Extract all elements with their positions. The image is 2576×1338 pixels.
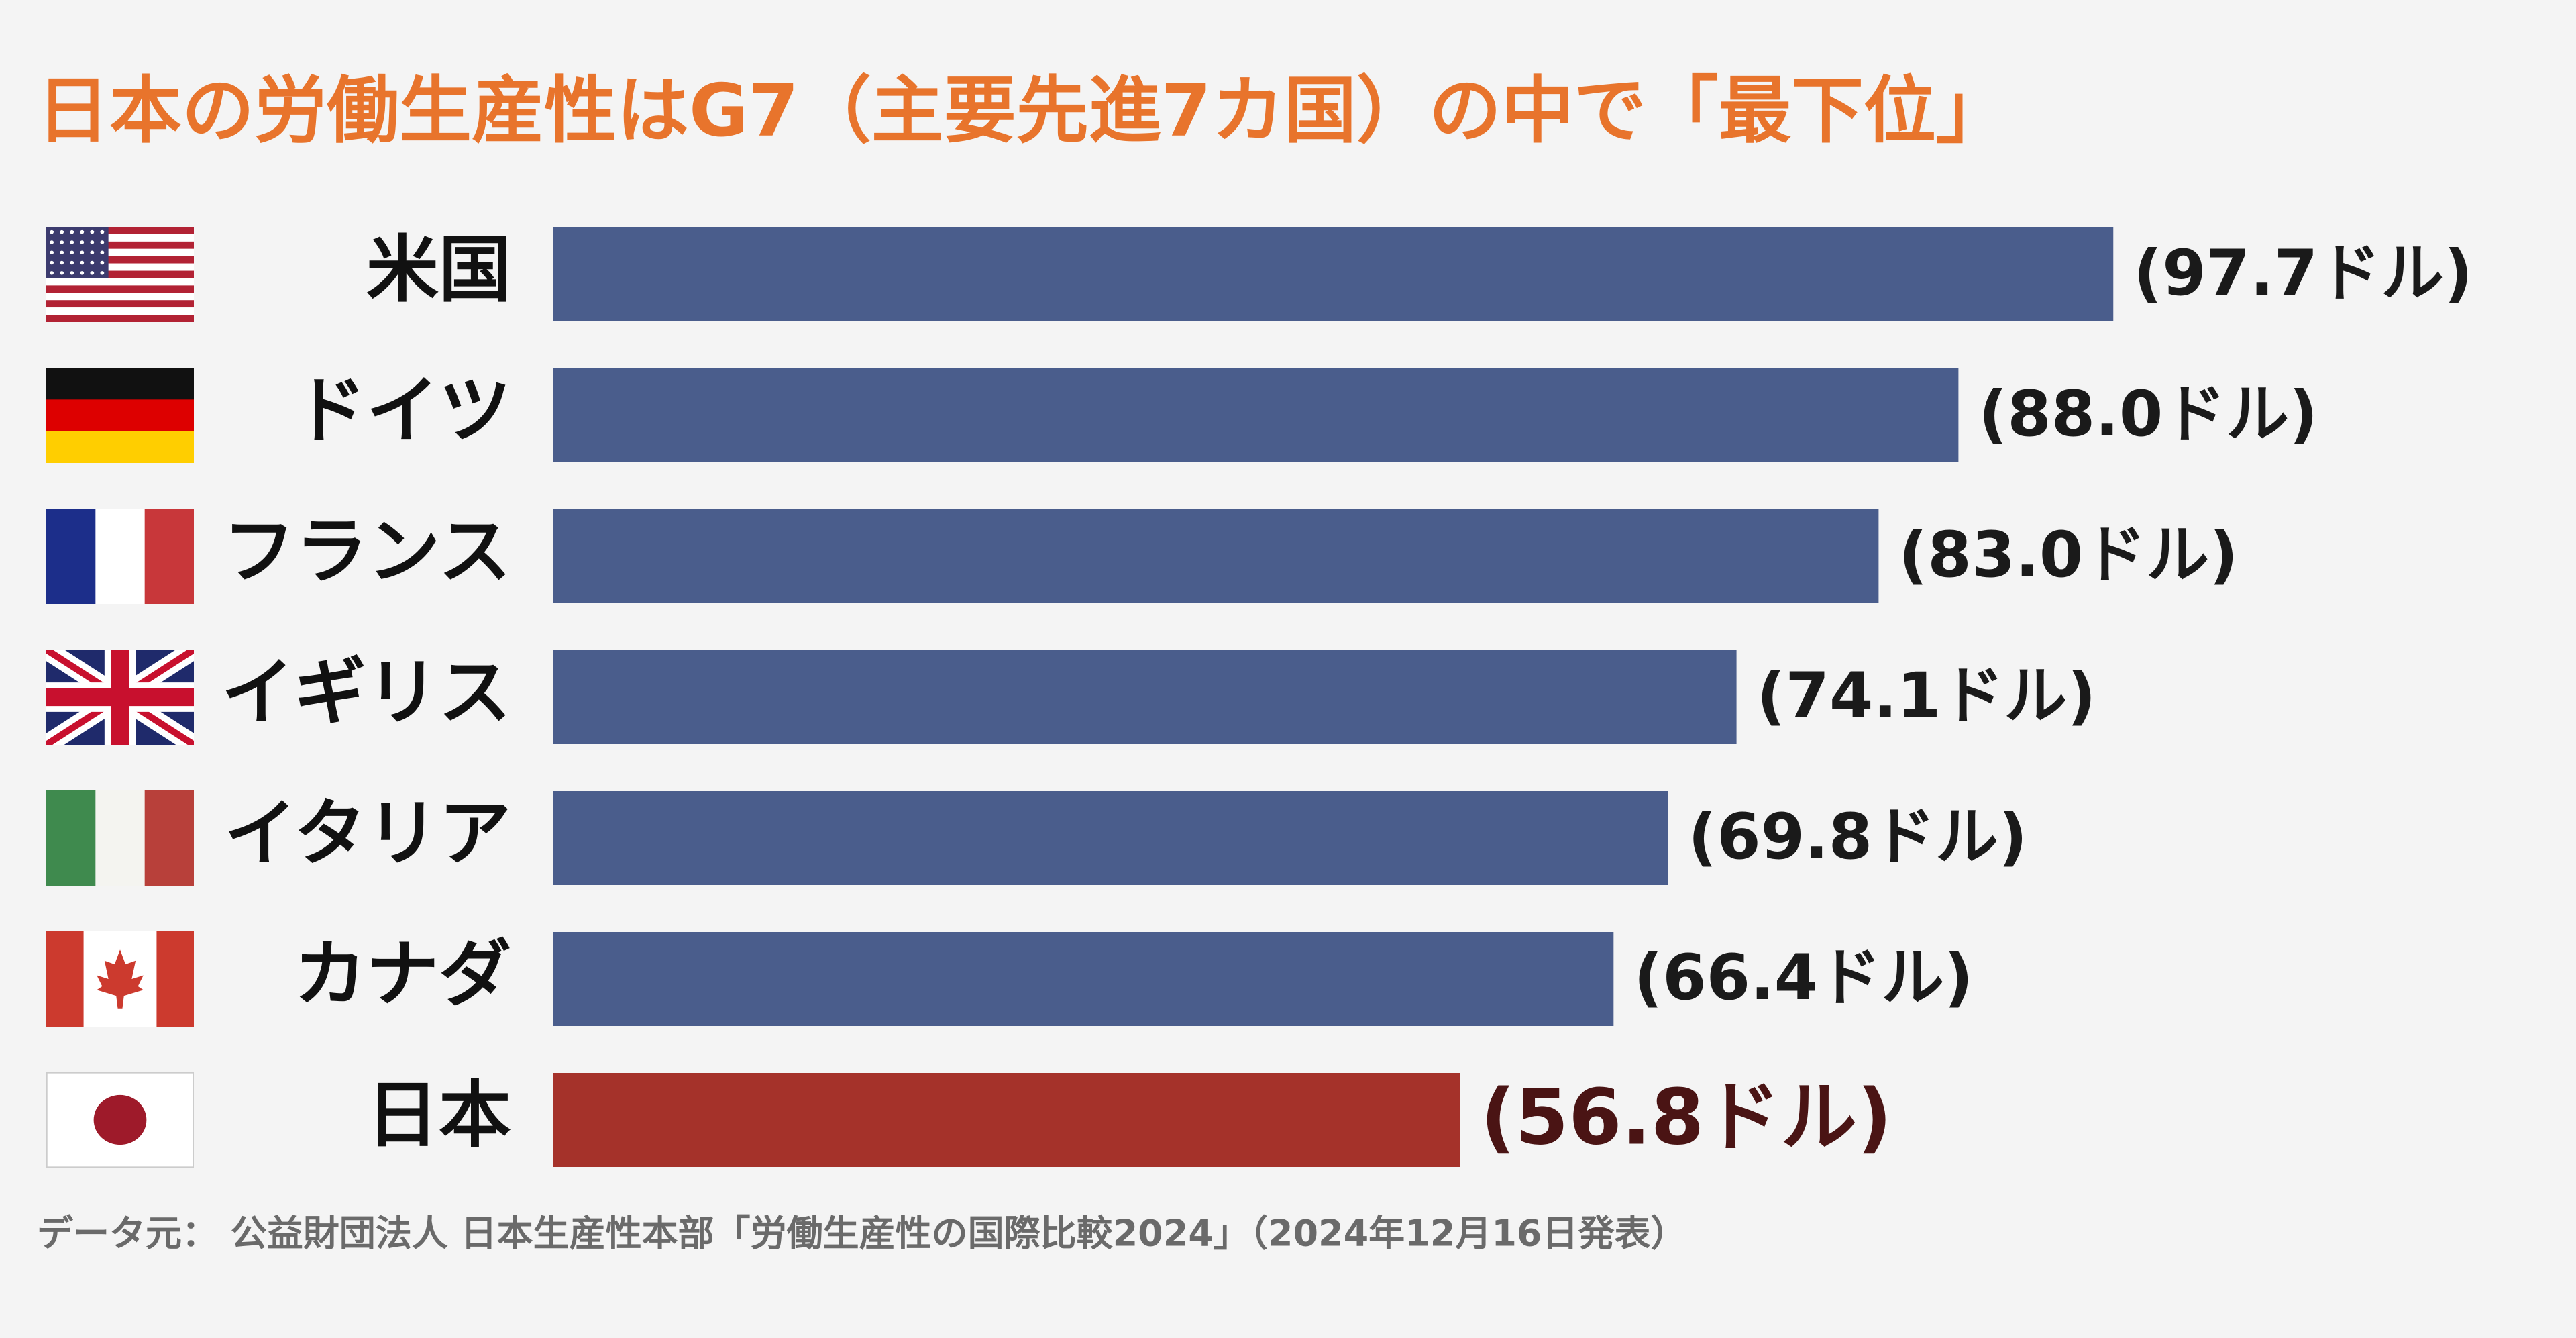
category-label: カナダ [294, 933, 511, 1017]
flag-stripe [46, 300, 194, 308]
flag [46, 790, 194, 886]
bar [553, 1073, 1460, 1167]
flag-stripe [46, 293, 194, 301]
flag-star [50, 250, 54, 254]
value-label: (74.1ドル) [1757, 660, 2096, 733]
flag-star [100, 229, 105, 234]
category-label: 日本 [366, 1074, 511, 1157]
category-label: フランス [223, 510, 511, 594]
flag-band [46, 509, 96, 604]
bar [553, 650, 1737, 744]
flag-stripe [46, 256, 194, 264]
flag-star [70, 271, 74, 275]
bar [553, 227, 2114, 321]
flag-star [80, 260, 85, 265]
category-label: 米国 [366, 228, 511, 312]
flag [46, 227, 194, 322]
flag-stripe [46, 278, 194, 286]
flag-band [46, 431, 194, 463]
category-label: ドイツ [294, 369, 511, 453]
flag-cross-red [46, 650, 194, 745]
flag-star [70, 250, 74, 254]
flag [46, 368, 194, 463]
flag-band [46, 368, 194, 400]
flag-stripe [46, 315, 194, 322]
flag-star [80, 271, 85, 275]
flag-star [70, 240, 74, 244]
flag-stripe [46, 234, 194, 242]
value-label: (56.8ドル) [1481, 1072, 1892, 1162]
flag-star [90, 260, 95, 265]
bar [553, 368, 1959, 462]
flag-band [95, 790, 146, 886]
flag-stripe [46, 270, 194, 278]
flag-disc [93, 1094, 147, 1145]
flag-star [60, 271, 64, 275]
flag-star [90, 229, 95, 234]
flag-star [50, 260, 54, 265]
value-label: (97.7ドル) [2133, 237, 2473, 310]
flag-star [50, 240, 54, 244]
flag-star [100, 250, 105, 254]
bar [553, 791, 1668, 885]
flag-star [70, 260, 74, 265]
flag-band [46, 399, 194, 432]
value-label: (69.8ドル) [1688, 801, 2027, 874]
flag-star [60, 229, 64, 234]
flag-stripe [46, 227, 194, 234]
flag-band [144, 790, 194, 886]
value-label: (88.0ドル) [1978, 378, 2318, 451]
flag-star [80, 240, 85, 244]
flag-star [100, 271, 105, 275]
flag-stripe [46, 263, 194, 271]
flag-leaf [97, 949, 144, 1009]
category-label: イタリア [224, 792, 511, 876]
flag [46, 650, 194, 745]
flag-canton [46, 227, 109, 278]
flag-band [156, 931, 194, 1027]
flag-band [46, 790, 96, 886]
bar [553, 932, 1614, 1026]
flag-star [80, 250, 85, 254]
flag-star [50, 271, 54, 275]
flag-star [100, 240, 105, 244]
flag-band [144, 509, 194, 604]
flag-star [60, 260, 64, 265]
flag-stripe [46, 248, 194, 256]
flag-stripe [46, 285, 194, 293]
flag-stripe [46, 241, 194, 249]
flag-star [90, 250, 95, 254]
flag [46, 931, 194, 1027]
chart-title: 日本の労働生産性はG7（主要先進7カ国）の中で「最下位」 [37, 69, 2008, 153]
flag [46, 1072, 194, 1168]
flag [46, 509, 194, 604]
source-note: データ元： 公益財団法人 日本生産性本部「労働生産性の国際比較2024」（202… [37, 1213, 1686, 1255]
flag-star [60, 250, 64, 254]
flag-band [95, 509, 146, 604]
flag-star [70, 229, 74, 234]
flag-star [100, 260, 105, 265]
flag-star [50, 229, 54, 234]
value-label: (66.4ドル) [1633, 941, 1973, 1015]
bar [553, 509, 1879, 603]
category-label: イギリス [221, 651, 511, 735]
flag-star [90, 271, 95, 275]
flag-band [46, 931, 84, 1027]
flag-star [90, 240, 95, 244]
value-label: (83.0ドル) [1898, 519, 2238, 592]
flag-stripe [46, 307, 194, 315]
flag-star [60, 240, 64, 244]
flag-star [80, 229, 85, 234]
